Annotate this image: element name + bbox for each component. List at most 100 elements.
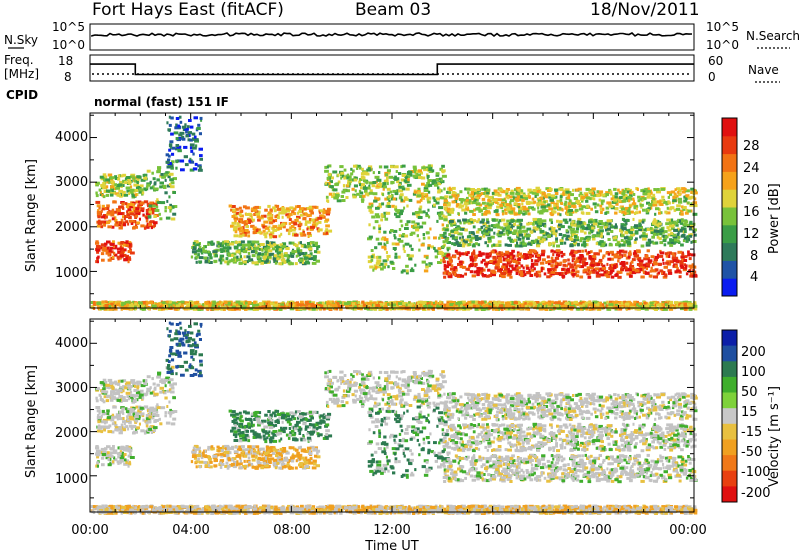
power-cell — [246, 230, 250, 234]
power-cell — [325, 228, 329, 232]
power-cell — [484, 232, 489, 236]
power-cell — [278, 262, 283, 266]
power-cell — [340, 176, 343, 180]
power-cell — [506, 224, 511, 228]
power-cell — [295, 254, 298, 258]
power-cell — [492, 198, 498, 202]
power-cell — [101, 207, 106, 211]
power-cell — [242, 229, 246, 232]
power-cell — [441, 254, 446, 258]
power-cell — [549, 204, 552, 208]
power-cell — [283, 260, 287, 264]
power-cell — [568, 218, 572, 222]
cpid-label: CPID — [6, 88, 38, 102]
power-cell — [549, 211, 555, 215]
power-cell — [243, 255, 246, 259]
power-cell — [124, 241, 129, 245]
power-cell — [412, 226, 418, 230]
power-cell — [229, 242, 235, 246]
power-cell — [650, 255, 655, 259]
power-cell — [289, 206, 294, 210]
power-cell — [683, 236, 687, 240]
power-cell — [599, 225, 604, 229]
power-cell — [426, 196, 432, 200]
power-cell — [368, 223, 371, 227]
power-cell — [342, 184, 346, 188]
power-cell — [479, 220, 485, 224]
power-cell — [518, 303, 521, 307]
power-cell — [459, 265, 464, 269]
power-cell — [528, 222, 534, 225]
power-cell — [461, 235, 464, 239]
power-cell — [132, 300, 135, 304]
power-cell — [417, 191, 421, 195]
power-cell — [659, 251, 665, 255]
power-cell — [122, 173, 127, 177]
power-cell — [683, 199, 688, 203]
power-cell — [501, 265, 506, 269]
power-cell — [419, 225, 424, 229]
power-cell — [372, 268, 375, 272]
power-cell — [614, 192, 619, 196]
power-cell — [315, 259, 320, 263]
power-cell — [458, 203, 462, 207]
power-cell — [588, 231, 592, 235]
power-cell — [219, 248, 224, 252]
power-cell — [586, 223, 590, 227]
frequency-trace — [90, 63, 694, 76]
power-cell — [233, 225, 238, 229]
power-cell — [443, 197, 448, 200]
power-cell — [475, 207, 480, 211]
power-cell — [640, 234, 646, 238]
power-cell — [566, 213, 569, 216]
power-cell — [506, 205, 511, 209]
power-cell — [529, 230, 534, 234]
power-cell — [156, 178, 160, 182]
power-cell — [308, 205, 312, 209]
power-cell — [639, 235, 642, 239]
power-cell — [555, 239, 558, 243]
power-cell — [413, 167, 417, 171]
power-cell — [687, 250, 690, 254]
power-cell — [510, 207, 516, 211]
power-cell — [162, 175, 166, 179]
noise-trace — [91, 32, 693, 38]
power-cell — [114, 223, 119, 227]
power-cell — [516, 254, 520, 258]
power-cell — [271, 226, 275, 230]
power-cell — [657, 222, 662, 226]
power-cell — [488, 300, 493, 304]
power-cell — [537, 270, 542, 274]
power-cell — [498, 231, 504, 235]
power-cell — [337, 180, 341, 184]
power-cell — [204, 259, 210, 263]
power-cell — [145, 216, 149, 220]
power-cell — [493, 231, 496, 235]
power-cell — [461, 265, 467, 269]
power-cell — [288, 254, 293, 258]
power-cell — [289, 226, 293, 230]
power-cell — [449, 234, 455, 238]
power-cell — [404, 234, 409, 238]
power-cell — [373, 199, 378, 203]
power-cell — [582, 227, 587, 231]
power-cell — [485, 252, 490, 256]
power-cell — [261, 214, 264, 218]
power-cell — [517, 252, 522, 256]
power-cell — [527, 192, 530, 196]
power-cell — [587, 251, 591, 255]
power-cell — [601, 242, 606, 246]
power-cell — [144, 305, 150, 309]
power-cell — [660, 187, 666, 191]
power-cell — [248, 256, 251, 260]
power-cell — [170, 205, 175, 209]
power-cell — [565, 205, 568, 209]
power-cell — [470, 192, 474, 196]
power-cell — [605, 191, 610, 195]
power-cell — [687, 209, 692, 213]
power-cell — [423, 269, 429, 273]
power-cell — [533, 189, 537, 193]
power-cell — [108, 249, 112, 253]
power-cell — [405, 187, 410, 191]
power-cell — [648, 192, 651, 196]
